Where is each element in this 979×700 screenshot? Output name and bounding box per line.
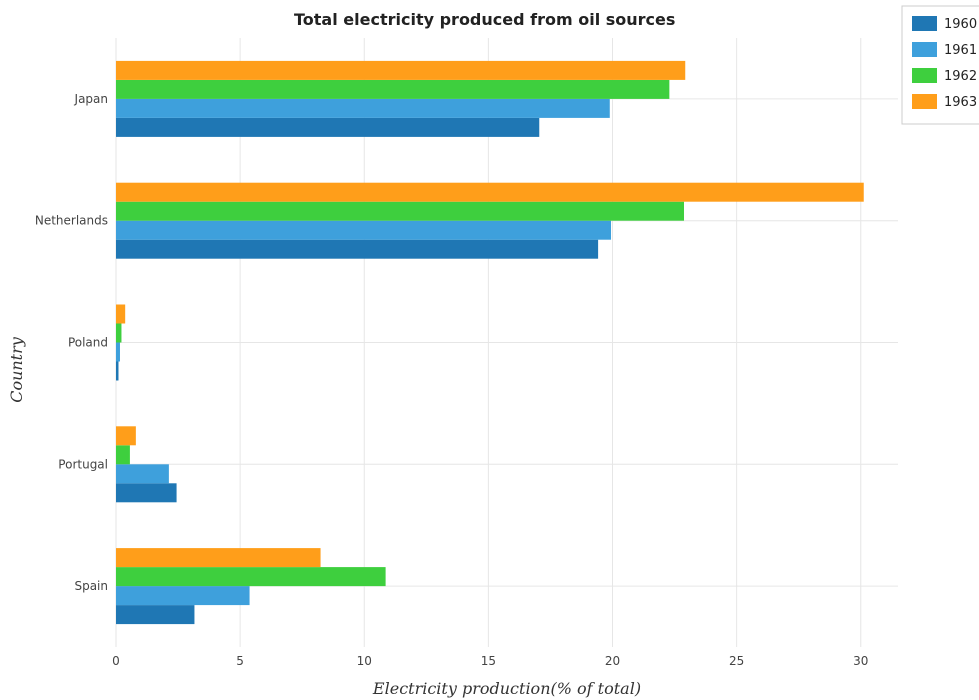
legend-label-1962: 1962 [944, 69, 977, 84]
x-tick-label: 5 [236, 654, 244, 668]
x-axis-label: Electricity production(% of total) [372, 679, 641, 698]
y-tick-labels: Japan Netherlands Poland Portugal Spain [35, 92, 108, 593]
bar-japan-1962 [116, 79, 670, 99]
legend-label-1960: 1960 [944, 17, 977, 32]
bar-portugal-1962 [116, 445, 130, 465]
bar-netherlands-1963 [116, 182, 864, 202]
x-tick-label: 20 [605, 654, 620, 668]
bars [116, 60, 864, 625]
legend: 1960 1961 1962 1963 [901, 5, 979, 125]
bar-portugal-1961 [116, 464, 169, 484]
bar-japan-1963 [116, 60, 686, 80]
legend-label-1961: 1961 [944, 43, 977, 58]
bar-netherlands-1960 [116, 239, 599, 259]
x-tick-label: 25 [729, 654, 744, 668]
bar-japan-1961 [116, 98, 610, 118]
bar-netherlands-1961 [116, 220, 612, 240]
bar-spain-1961 [116, 586, 250, 606]
x-tick-labels: 0 5 10 15 20 25 30 [112, 654, 868, 668]
legend-swatch-1963 [912, 94, 937, 109]
x-tick-label: 0 [112, 654, 120, 668]
y-tick-label: Poland [68, 336, 108, 350]
legend-swatch-1962 [912, 68, 937, 83]
bar-spain-1960 [116, 605, 195, 625]
bar-poland-1962 [116, 323, 122, 343]
bar-spain-1963 [116, 548, 321, 568]
legend-swatch-1960 [912, 16, 937, 31]
x-tick-label: 10 [357, 654, 372, 668]
y-tick-label: Portugal [58, 457, 108, 471]
y-tick-label: Netherlands [35, 214, 108, 228]
legend-label-1963: 1963 [944, 95, 977, 110]
bar-netherlands-1962 [116, 201, 685, 221]
y-tick-label: Spain [74, 579, 108, 593]
bar-poland-1963 [116, 304, 126, 324]
legend-swatch-1961 [912, 42, 937, 57]
x-tick-label: 15 [481, 654, 496, 668]
bar-poland-1960 [116, 361, 119, 381]
bar-spain-1962 [116, 567, 386, 587]
bar-poland-1961 [116, 342, 120, 362]
y-axis-label: Country [7, 336, 26, 403]
y-tick-label: Japan [74, 92, 108, 106]
chart-title: Total electricity produced from oil sour… [294, 10, 675, 29]
x-tick-label: 30 [853, 654, 868, 668]
bar-japan-1960 [116, 117, 540, 137]
bar-portugal-1963 [116, 426, 136, 446]
bar-portugal-1960 [116, 483, 177, 503]
